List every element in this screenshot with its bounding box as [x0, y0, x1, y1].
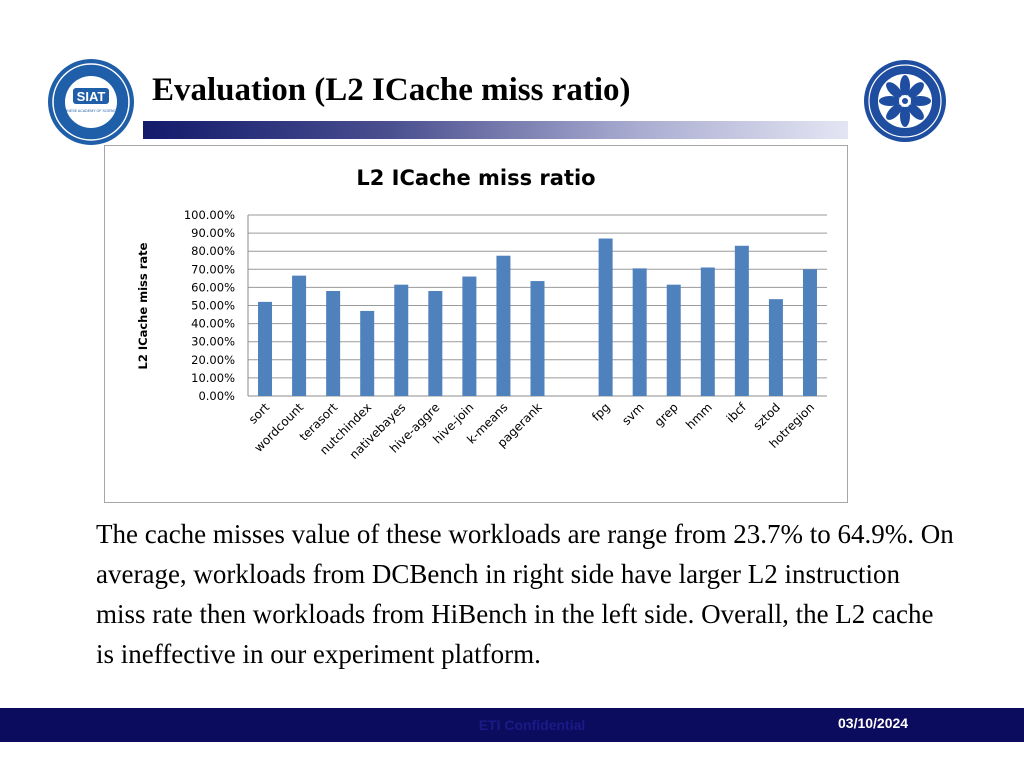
y-tick-label: 60.00% — [191, 280, 235, 294]
x-tick-label: fpg — [589, 400, 613, 424]
bar-nativebayes — [394, 284, 409, 396]
x-tick-label: sort — [246, 400, 273, 427]
y-tick-label: 0.00% — [198, 389, 235, 403]
bar-hotregion — [802, 269, 817, 396]
y-tick-label: 70.00% — [191, 262, 235, 276]
x-tick-label: hmm — [683, 400, 715, 432]
bar-fpg — [598, 238, 613, 396]
chart-title: L2 ICache miss ratio — [356, 166, 595, 190]
siat-logo-sub-text: CHINESE ACADEMY OF SCIENCES — [61, 109, 121, 113]
footer-confidential: ETI Confidential — [478, 717, 586, 733]
bar-hmm — [700, 267, 715, 396]
y-tick-label: 20.00% — [191, 353, 235, 367]
bar-hive-aggre — [428, 291, 443, 396]
y-tick-label: 30.00% — [191, 335, 235, 349]
bar-nutchindex — [360, 310, 375, 396]
slide-title: Evaluation (L2 ICache miss ratio) — [152, 72, 631, 108]
bar-sztod — [768, 299, 783, 396]
chart-y-axis-label: L2 ICache miss rate — [136, 242, 150, 369]
bar-hive-join — [462, 276, 477, 396]
body-text: The cache misses value of these workload… — [96, 519, 954, 669]
bar-pagerank — [530, 281, 545, 396]
bar-grep — [666, 284, 681, 396]
x-tick-label: ibcf — [724, 400, 750, 426]
y-tick-label: 100.00% — [184, 208, 235, 222]
y-tick-label: 50.00% — [191, 299, 235, 313]
siat-logo: SIAT CHINESE ACADEMY OF SCIENCES — [46, 58, 136, 146]
title-underline-bar — [143, 121, 848, 139]
bar-ibcf — [734, 245, 749, 396]
x-tick-label: grep — [652, 400, 681, 429]
y-tick-label: 10.00% — [191, 371, 235, 385]
bar-terasort — [326, 291, 341, 396]
cas-logo — [862, 58, 948, 144]
bar-chart: L2 ICache miss ratio L2 ICache miss rate… — [136, 166, 827, 462]
siat-logo-main-text: SIAT — [77, 89, 106, 104]
y-tick-label: 80.00% — [191, 244, 235, 258]
bar-wordcount — [292, 275, 307, 396]
bar-sort — [258, 301, 273, 396]
bar-svm — [632, 268, 647, 396]
footer-bar — [0, 708, 1024, 742]
chart-frame: L2 ICache miss ratio L2 ICache miss rate… — [104, 145, 848, 503]
footer-date: 03/10/2024 — [838, 715, 909, 731]
x-tick-label: svm — [619, 400, 647, 428]
bar-k-means — [496, 255, 511, 396]
y-tick-label: 90.00% — [191, 226, 235, 240]
y-tick-label: 40.00% — [191, 317, 235, 331]
